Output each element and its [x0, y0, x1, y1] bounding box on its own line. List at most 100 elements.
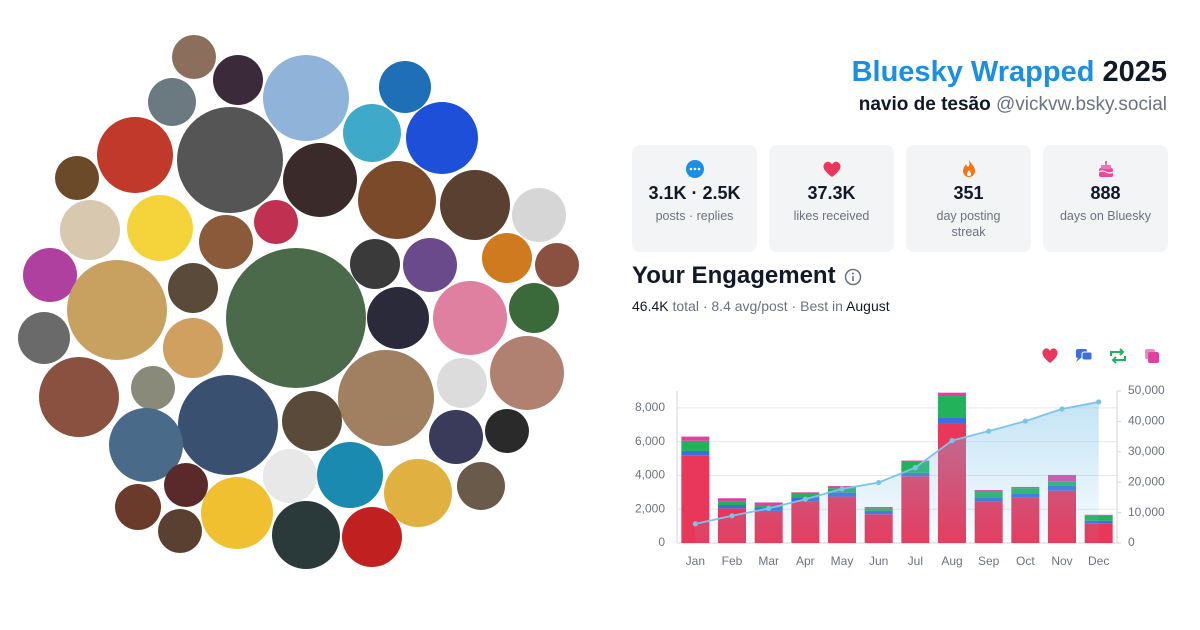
bar-segment — [681, 436, 710, 441]
bar-segment — [718, 501, 746, 505]
stat-label: days on Bluesky — [1059, 209, 1152, 223]
avatar — [358, 161, 436, 239]
bar-segment — [791, 494, 820, 498]
info-icon[interactable] — [844, 268, 862, 286]
x-tick-label: Oct — [1016, 554, 1035, 568]
stat-label: day posting streak — [936, 209, 1001, 239]
avatar — [512, 188, 566, 242]
stat-icon — [822, 161, 841, 177]
y2-tick-label: 40,000 — [1128, 414, 1165, 428]
line-point — [729, 513, 735, 519]
x-tick-label: Sep — [978, 554, 1000, 568]
handle: @vickvw.bsky.social — [996, 94, 1167, 115]
x-tick-label: Apr — [796, 554, 815, 568]
avatar — [283, 143, 357, 217]
x-tick-label: Aug — [941, 554, 962, 568]
y-tick-label: 4,000 — [635, 468, 665, 482]
bar-segment — [938, 392, 966, 397]
avatar — [338, 350, 434, 446]
avatar — [440, 170, 510, 240]
avatar — [178, 375, 278, 475]
line-point — [949, 437, 955, 444]
stat-value: 37.3K — [807, 183, 856, 203]
bar-segment — [791, 492, 820, 495]
line-point — [766, 505, 772, 511]
stat-label: likes received — [793, 209, 870, 223]
x-tick-label: Jul — [908, 554, 923, 568]
avatar — [342, 507, 402, 567]
y-tick-label: 6,000 — [635, 434, 665, 448]
avatar — [226, 248, 366, 388]
x-tick-label: May — [831, 554, 854, 568]
legend-icon[interactable] — [1145, 349, 1159, 363]
line-point — [986, 428, 992, 434]
avatar — [254, 200, 298, 244]
avatar — [535, 243, 579, 287]
avatar — [429, 410, 483, 464]
avatar — [457, 462, 505, 510]
cumulative-line — [695, 401, 1099, 525]
avatar — [485, 409, 529, 453]
avatar — [39, 357, 119, 437]
avatar — [163, 318, 223, 378]
bar-segment — [754, 502, 783, 505]
avatar — [317, 442, 383, 508]
y2-tick-label: 20,000 — [1128, 474, 1165, 488]
summary-text: total · 8.4 avg/post · Best in — [672, 298, 843, 314]
stat-value: 888 — [1090, 183, 1121, 203]
y2-tick-label: 30,000 — [1128, 444, 1165, 458]
y2-tick-label: 10,000 — [1128, 505, 1165, 519]
x-tick-label: Jun — [869, 554, 888, 568]
line-point — [1022, 418, 1028, 424]
avatar — [168, 263, 218, 313]
total: 46.4K — [632, 298, 669, 314]
avatar — [384, 459, 452, 527]
x-tick-label: Jan — [686, 554, 705, 568]
avatar — [199, 215, 253, 269]
stat-icon — [1098, 161, 1113, 177]
avatar — [177, 107, 283, 213]
avatar — [406, 102, 478, 174]
legend-icon[interactable] — [1076, 349, 1093, 362]
bar-segment — [681, 440, 710, 451]
line-point — [876, 479, 882, 486]
user-line: navio de tesão @vickvw.bsky.social — [859, 94, 1167, 116]
avatar — [213, 55, 263, 105]
display-name: navio de tesão — [858, 94, 991, 115]
stat-card: 888 days on Bluesky — [1043, 145, 1168, 252]
avatar — [131, 366, 175, 410]
title: Bluesky Wrapped 2025 — [852, 56, 1167, 89]
avatar-cloud — [18, 35, 579, 569]
year: 2025 — [1102, 56, 1167, 88]
line-point — [912, 465, 918, 471]
y2-tick-label: 50,000 — [1128, 383, 1165, 397]
line-point — [1096, 399, 1102, 405]
stat-value: 3.1K · 2.5K — [648, 183, 741, 203]
avatar — [97, 117, 173, 193]
brand: Bluesky Wrapped — [851, 56, 1095, 88]
avatar — [433, 281, 507, 355]
avatar — [379, 61, 431, 113]
x-tick-label: Nov — [1051, 554, 1072, 568]
legend-icon[interactable] — [1110, 348, 1126, 364]
y-tick-label: 8,000 — [635, 400, 665, 414]
best-month: August — [846, 298, 890, 314]
avatar — [403, 238, 457, 292]
legend-icon[interactable] — [1042, 348, 1058, 363]
avatar — [282, 391, 342, 451]
avatar — [272, 501, 340, 569]
avatar — [263, 55, 349, 141]
stat-icon — [685, 160, 704, 178]
line-point — [802, 496, 808, 502]
section-title: Your Engagement — [632, 262, 862, 290]
avatar — [343, 104, 401, 162]
avatar — [509, 283, 559, 333]
line-point — [692, 521, 698, 527]
avatar — [148, 78, 196, 126]
avatar — [350, 239, 400, 289]
bar-segment — [938, 396, 966, 418]
x-tick-label: Dec — [1088, 554, 1109, 568]
y2-tick-label: 0 — [1128, 535, 1135, 549]
